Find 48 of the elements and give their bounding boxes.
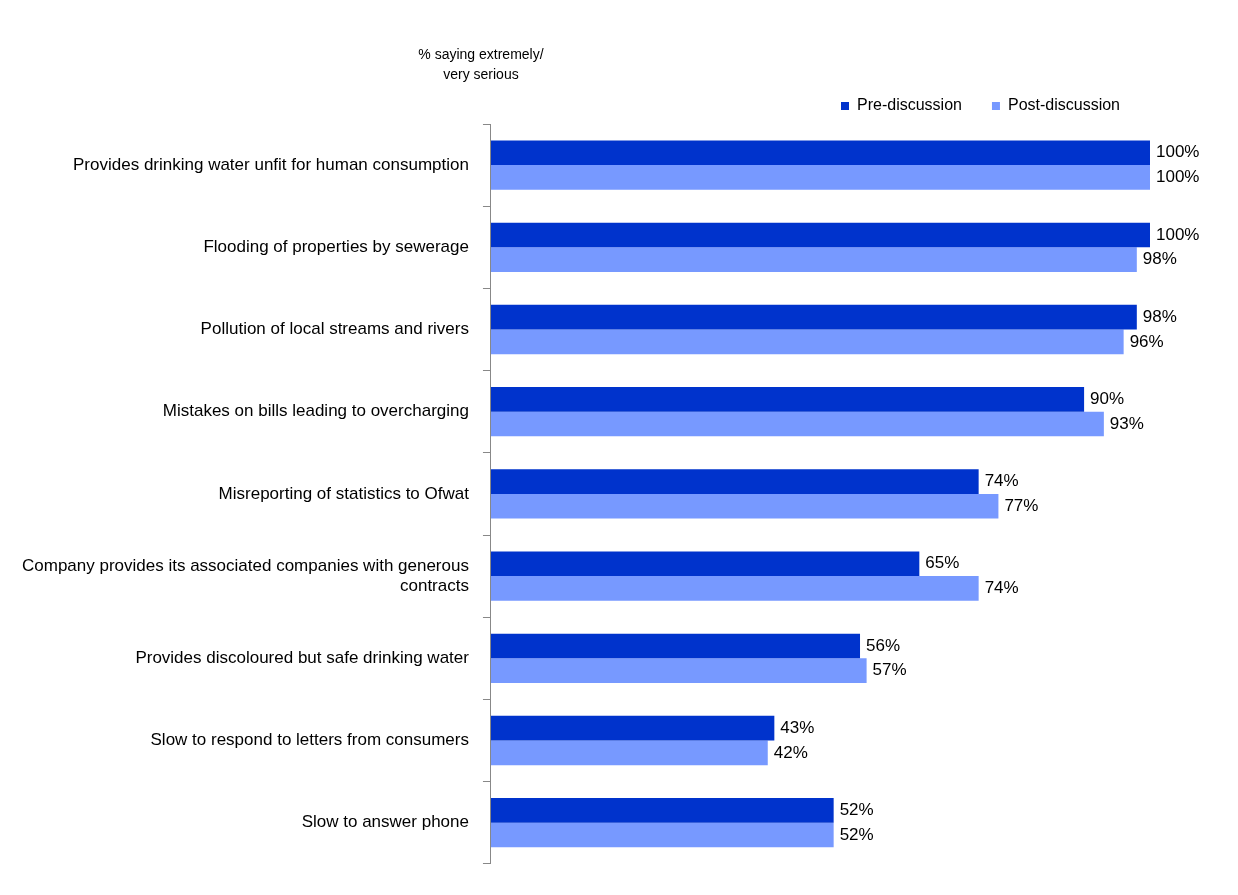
bar: [490, 140, 1150, 166]
bar: [490, 633, 861, 659]
bar: [490, 658, 867, 683]
bar: [490, 304, 1137, 330]
chart-title: % saying extremely/ very serious: [418, 45, 544, 82]
y-tick-label: Company provides its associated companies with generous contracts: [21, 555, 469, 595]
data-label: 57%: [872, 660, 907, 680]
data-label: 98%: [1142, 249, 1177, 269]
data-label: 96%: [1129, 331, 1164, 351]
y-tick-label: Flooding of properties by sewerage: [203, 236, 469, 256]
y-tick-label: Pollution of local streams and rivers: [200, 319, 469, 339]
data-label: 77%: [1004, 495, 1039, 515]
data-label: 100%: [1156, 224, 1200, 244]
bar: [490, 493, 999, 519]
data-label: 56%: [866, 635, 901, 655]
data-label: 52%: [839, 824, 874, 844]
bar: [490, 387, 1085, 412]
bar: [490, 715, 775, 741]
data-label: 65%: [925, 553, 960, 573]
y-tick-label: Misreporting of statistics to Ofwat: [218, 483, 470, 503]
legend-label: Pre-discussion: [857, 96, 962, 114]
bar: [490, 798, 834, 823]
data-label: 74%: [984, 471, 1019, 491]
data-label: 90%: [1090, 389, 1125, 409]
bar: [490, 740, 768, 766]
bar: [490, 551, 920, 577]
data-label: 52%: [839, 800, 874, 820]
bar: [490, 411, 1104, 437]
data-label: 98%: [1142, 306, 1177, 326]
y-tick-label: Mistakes on bills leading to overcharging: [162, 401, 469, 421]
bar: [490, 822, 834, 848]
data-label: 100%: [1156, 167, 1200, 187]
legend-label: Post-discussion: [1007, 96, 1120, 114]
y-tick-label: Slow to respond to letters from consumers: [150, 730, 469, 750]
data-label: 93%: [1109, 413, 1144, 433]
bar: [490, 165, 1150, 190]
bar: [490, 576, 979, 601]
bar: [490, 222, 1150, 248]
y-tick-label: Provides drinking water unfit for human consumption: [73, 154, 469, 174]
y-tick-label: Slow to answer phone: [301, 812, 469, 832]
y-tick-label: Provides discoloured but safe drinking water: [135, 647, 470, 667]
data-label: 42%: [773, 742, 808, 762]
data-label: 74%: [984, 578, 1019, 598]
bar: [490, 247, 1137, 272]
bar: [490, 329, 1124, 355]
data-label: 43%: [780, 717, 815, 737]
bar: [490, 469, 979, 494]
data-label: 100%: [1156, 142, 1200, 162]
